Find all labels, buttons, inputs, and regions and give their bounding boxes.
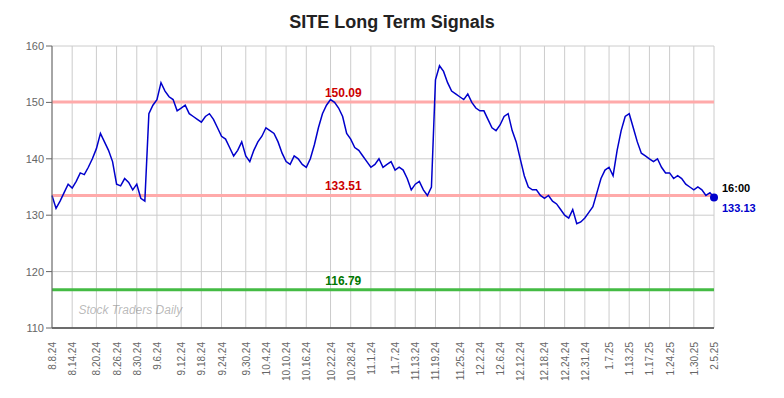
svg-text:12.31.24: 12.31.24: [580, 342, 591, 381]
svg-text:150.09: 150.09: [325, 86, 362, 100]
svg-text:133.13: 133.13: [722, 202, 756, 214]
svg-text:10.16.24: 10.16.24: [301, 342, 312, 381]
svg-text:150: 150: [26, 96, 44, 108]
svg-text:Stock Traders Daily: Stock Traders Daily: [78, 303, 183, 317]
svg-text:2.5.25: 2.5.25: [709, 342, 720, 370]
svg-text:8.14.24: 8.14.24: [67, 342, 78, 376]
svg-text:12.24.24: 12.24.24: [560, 342, 571, 381]
svg-text:8.30.24: 8.30.24: [132, 342, 143, 376]
svg-text:12.2.24: 12.2.24: [475, 342, 486, 376]
svg-text:116.79: 116.79: [325, 274, 361, 288]
svg-text:1.17.25: 1.17.25: [644, 342, 655, 376]
svg-text:12.6.24: 12.6.24: [495, 342, 506, 376]
svg-text:12.18.24: 12.18.24: [539, 342, 550, 381]
svg-text:11.7.24: 11.7.24: [390, 342, 401, 375]
svg-text:9.12.24: 9.12.24: [176, 342, 187, 376]
svg-text:10.22.24: 10.22.24: [326, 342, 337, 381]
svg-text:1.24.25: 1.24.25: [665, 342, 676, 376]
svg-text:9.30.24: 9.30.24: [241, 342, 252, 376]
svg-text:133.51: 133.51: [325, 179, 362, 193]
svg-text:1.13.25: 1.13.25: [624, 342, 635, 376]
svg-text:11.13.24: 11.13.24: [410, 342, 421, 381]
svg-text:10.28.24: 10.28.24: [346, 342, 357, 381]
svg-text:8.20.24: 8.20.24: [91, 342, 102, 376]
svg-text:10.10.24: 10.10.24: [281, 342, 292, 381]
svg-text:11.19.24: 11.19.24: [430, 342, 441, 381]
svg-text:1.7.25: 1.7.25: [604, 342, 615, 370]
svg-text:10.4.24: 10.4.24: [261, 342, 272, 376]
svg-text:160: 160: [26, 40, 44, 52]
svg-text:11.25.24: 11.25.24: [455, 342, 466, 381]
svg-text:9.6.24: 9.6.24: [152, 342, 163, 370]
svg-text:140: 140: [26, 153, 44, 165]
svg-text:110: 110: [26, 322, 44, 334]
svg-text:8.8.24: 8.8.24: [47, 342, 58, 370]
svg-text:1.30.25: 1.30.25: [689, 342, 700, 376]
svg-text:130: 130: [26, 209, 44, 221]
svg-text:11.1.24: 11.1.24: [366, 342, 377, 375]
svg-text:8.26.24: 8.26.24: [112, 342, 123, 376]
svg-text:9.24.24: 9.24.24: [217, 342, 228, 376]
svg-text:12.12.24: 12.12.24: [515, 342, 526, 381]
html-text:SITE Long Term Signals: SITE Long Term Signals: [289, 12, 495, 32]
svg-text:9.18.24: 9.18.24: [196, 342, 207, 376]
svg-text:120: 120: [26, 266, 44, 278]
svg-text:16:00: 16:00: [722, 182, 750, 194]
